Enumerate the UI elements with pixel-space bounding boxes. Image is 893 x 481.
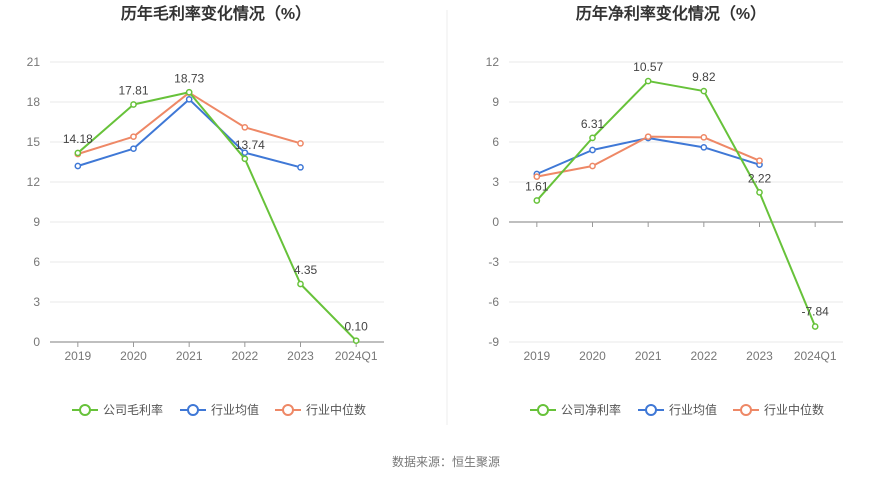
y-tick-label: 12 xyxy=(486,55,500,69)
y-tick-label: -3 xyxy=(488,255,499,269)
y-tick-label: 21 xyxy=(27,55,41,69)
data-point xyxy=(756,157,763,165)
y-tick-label: 9 xyxy=(492,95,499,109)
data-point xyxy=(811,323,819,330)
data-point xyxy=(130,145,137,153)
x-tick-label: 2021 xyxy=(176,349,203,363)
x-tick-label: 2019 xyxy=(523,349,550,363)
data-point xyxy=(297,139,304,147)
data-point xyxy=(700,133,708,141)
y-tick-label: 9 xyxy=(33,215,40,229)
x-tick-label: 2022 xyxy=(231,349,258,363)
data-point xyxy=(589,146,596,154)
data-point xyxy=(241,123,249,131)
y-tick-label: 18 xyxy=(27,95,41,109)
data-point xyxy=(589,162,596,170)
data-point xyxy=(700,87,708,95)
x-tick-label: 2024Q1 xyxy=(794,349,837,363)
legend-label: 行业均值 xyxy=(211,402,259,417)
data-point xyxy=(297,163,304,171)
x-tick-label: 2022 xyxy=(690,349,717,363)
y-tick-label: 0 xyxy=(492,215,499,229)
data-label: 17.81 xyxy=(118,84,148,98)
legend-marker xyxy=(79,404,91,416)
data-point xyxy=(533,173,541,181)
y-tick-label: 0 xyxy=(33,335,40,349)
data-point xyxy=(297,280,304,288)
data-label: 1.61 xyxy=(525,180,549,194)
data-point xyxy=(644,77,652,85)
data-point xyxy=(130,101,137,108)
y-tick-label: 12 xyxy=(27,175,41,189)
y-tick-label: 6 xyxy=(33,255,40,269)
data-point xyxy=(533,197,541,204)
gross-margin-chart: 历年毛利率变化情况（%） 21 18 15 12 9 6 3 0 2019 2020 2021 202… xyxy=(27,4,384,417)
data-label: 13.74 xyxy=(235,138,265,152)
data-label: 18.73 xyxy=(174,71,204,85)
data-point xyxy=(352,337,360,345)
data-point xyxy=(74,162,82,170)
data-label: 9.82 xyxy=(692,70,716,84)
net-margin-chart: 历年净利率变化情况（%） 12 9 6 3 0 -3 -6 -9 2019 2020 2021 202… xyxy=(486,4,843,417)
legend-label: 行业均值 xyxy=(669,402,717,417)
data-label: 2.22 xyxy=(748,171,772,185)
data-label: 6.31 xyxy=(581,117,605,131)
series-line xyxy=(77,91,357,342)
data-label: -7.84 xyxy=(801,305,829,319)
data-point xyxy=(589,134,596,142)
y-tick-label: 3 xyxy=(33,295,40,309)
x-tick-label: 2020 xyxy=(120,349,147,363)
data-point xyxy=(700,143,708,151)
series-line xyxy=(536,137,760,175)
legend-label: 公司净利率 xyxy=(561,402,621,417)
data-label: 14.18 xyxy=(63,132,93,146)
data-point xyxy=(130,133,137,141)
data-point xyxy=(241,155,249,163)
legend-marker xyxy=(645,404,657,416)
legend-label: 行业中位数 xyxy=(764,402,824,417)
data-point xyxy=(185,88,193,96)
data-point xyxy=(74,149,82,157)
x-tick-label: 2020 xyxy=(579,349,606,363)
x-tick-label: 2024Q1 xyxy=(335,349,378,363)
series-line xyxy=(536,135,760,178)
data-label: 0.10 xyxy=(344,320,368,334)
data-point xyxy=(756,189,763,196)
y-tick-label: -6 xyxy=(488,295,499,309)
legend-marker xyxy=(187,404,199,416)
data-label: 10.57 xyxy=(633,60,663,74)
legend-marker xyxy=(282,404,294,416)
legend-label: 行业中位数 xyxy=(306,402,366,417)
legend-label: 公司毛利率 xyxy=(103,402,163,417)
legend-marker xyxy=(740,404,752,416)
y-tick-label: 15 xyxy=(27,135,41,149)
x-tick-label: 2023 xyxy=(746,349,773,363)
data-point xyxy=(241,149,249,157)
legend-marker xyxy=(537,404,549,416)
chart-title: 历年净利率变化情况（%） xyxy=(576,4,766,23)
data-source: 数据来源：恒生聚源 xyxy=(392,454,500,469)
y-tick-label: 3 xyxy=(492,175,499,189)
data-point xyxy=(185,95,193,103)
x-tick-label: 2023 xyxy=(287,349,314,363)
y-tick-label: -9 xyxy=(488,335,499,349)
x-tick-label: 2021 xyxy=(635,349,662,363)
y-tick-label: 6 xyxy=(492,135,499,149)
chart-title: 历年毛利率变化情况（%） xyxy=(121,4,311,23)
x-tick-label: 2019 xyxy=(64,349,91,363)
data-label: 4.35 xyxy=(294,263,318,277)
series-line xyxy=(536,80,817,327)
data-point xyxy=(644,133,652,141)
